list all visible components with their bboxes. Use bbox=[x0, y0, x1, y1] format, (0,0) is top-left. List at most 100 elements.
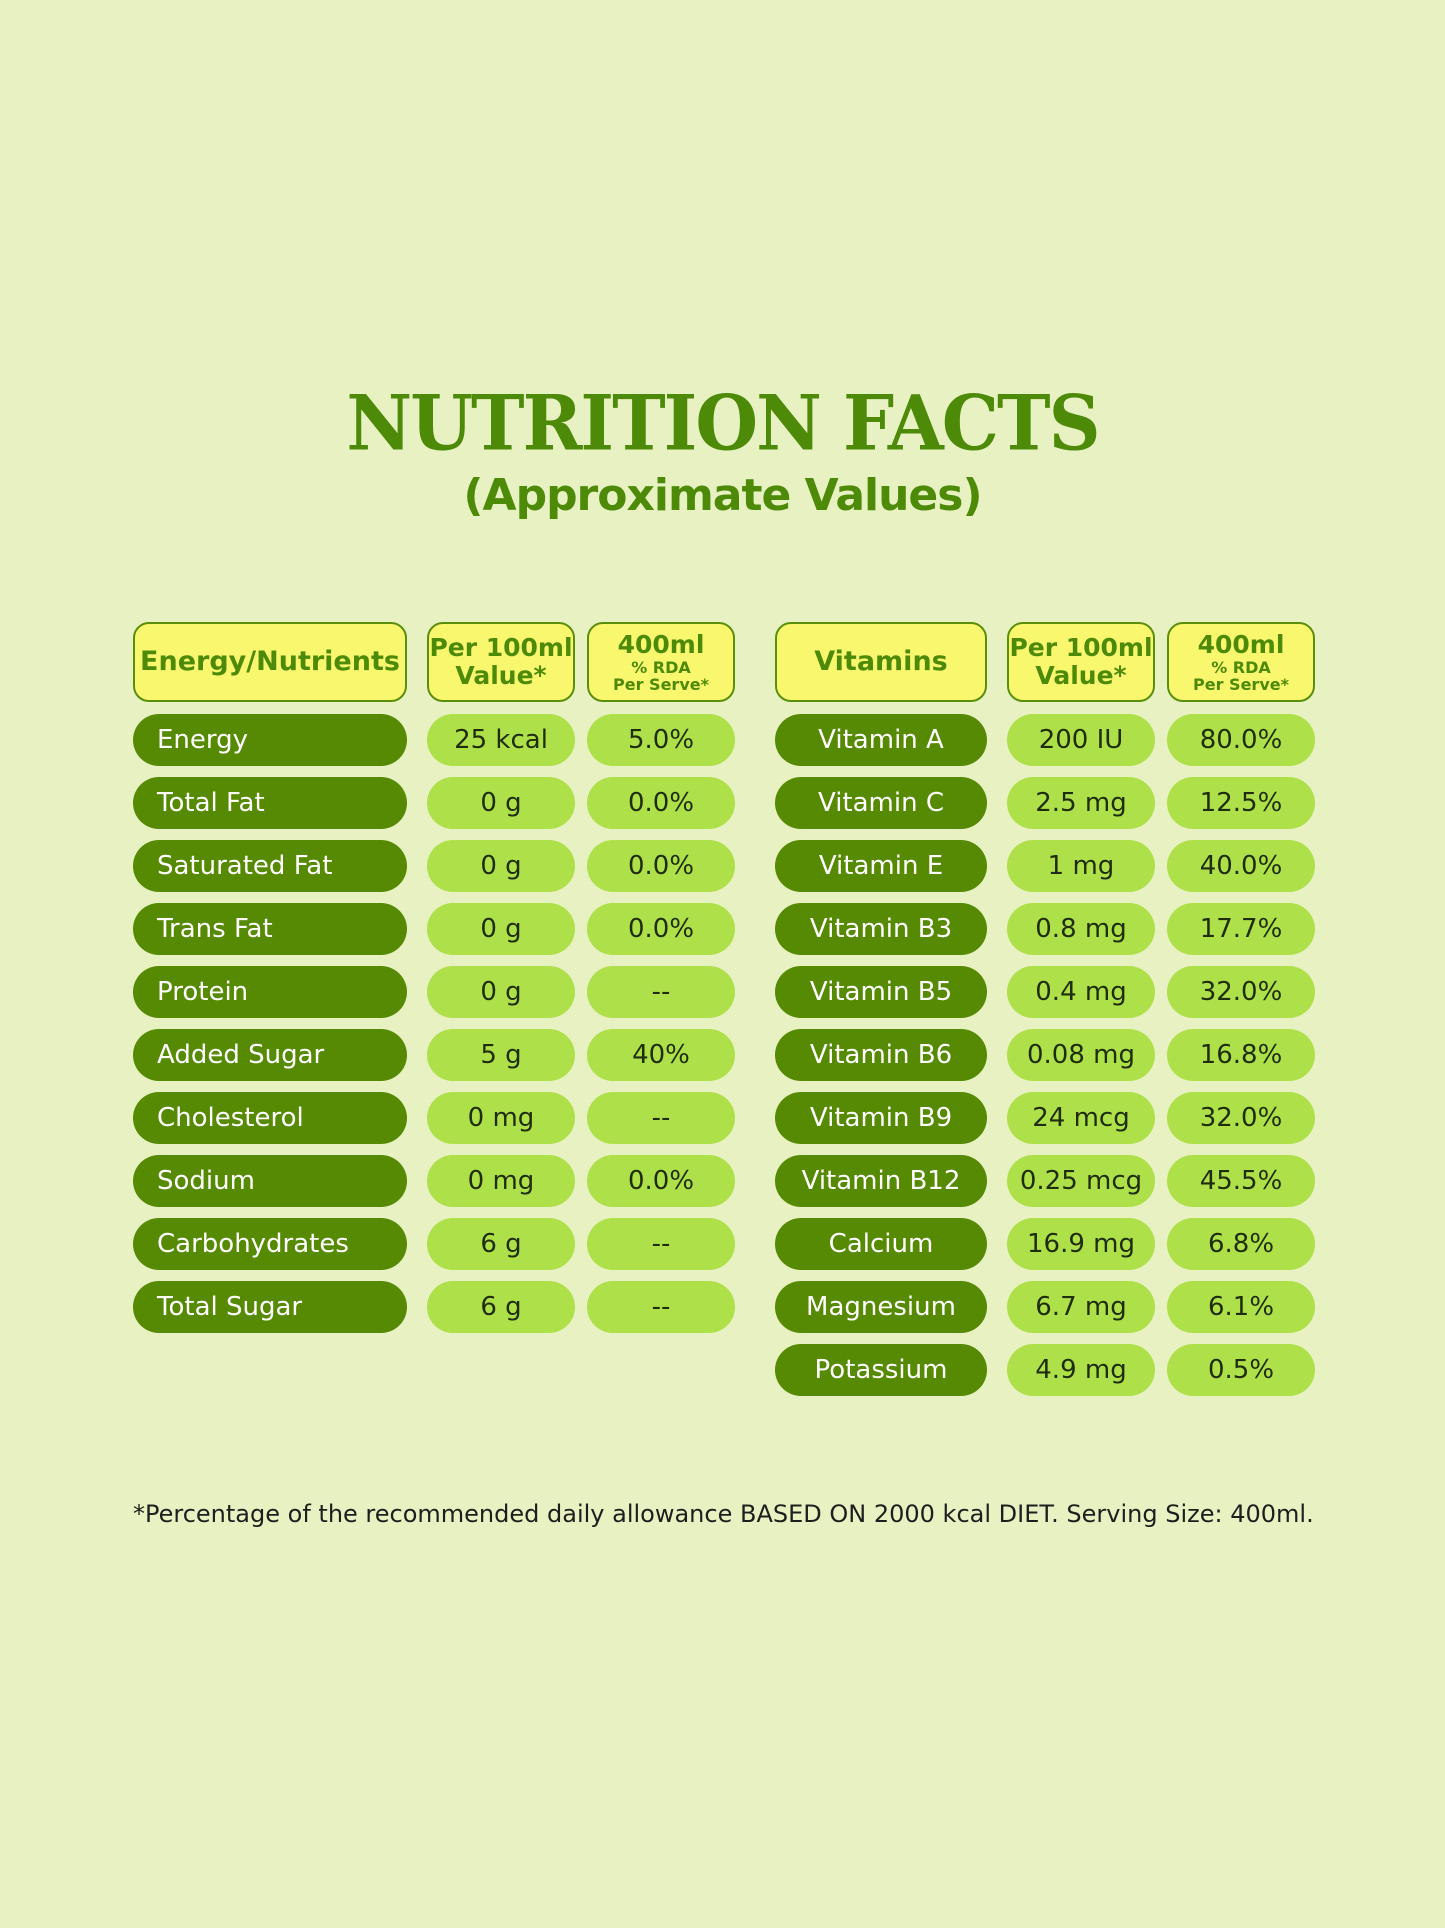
rda-value: 80.0% bbox=[1167, 714, 1315, 766]
table-row: Vitamin A 200 IU 80.0% bbox=[775, 714, 1315, 766]
per-100ml-value: 0 g bbox=[427, 903, 575, 955]
page-title: NUTRITION FACTS bbox=[346, 377, 1100, 468]
header-vitamins: Vitamins bbox=[775, 622, 987, 702]
table-row: Magnesium 6.7 mg 6.1% bbox=[775, 1281, 1315, 1333]
table-row: Total Fat 0 g 0.0% bbox=[133, 777, 735, 829]
nutrient-name: Potassium bbox=[775, 1344, 987, 1396]
rda-value: 0.0% bbox=[587, 840, 735, 892]
header-label: Vitamins bbox=[814, 646, 948, 677]
rda-value: 6.1% bbox=[1167, 1281, 1315, 1333]
rda-value: 0.0% bbox=[587, 903, 735, 955]
per-100ml-value: 0 g bbox=[427, 966, 575, 1018]
rda-value: 5.0% bbox=[587, 714, 735, 766]
per-100ml-value: 5 g bbox=[427, 1029, 575, 1081]
table-row: Trans Fat 0 g 0.0% bbox=[133, 903, 735, 955]
per-100ml-value: 0.08 mg bbox=[1007, 1029, 1155, 1081]
nutrient-name: Vitamin B12 bbox=[775, 1155, 987, 1207]
header-label: 400ml bbox=[617, 630, 705, 659]
rda-value: -- bbox=[587, 1092, 735, 1144]
table-row: Calcium 16.9 mg 6.8% bbox=[775, 1218, 1315, 1270]
nutrient-name: Magnesium bbox=[775, 1281, 987, 1333]
header-label: Value* bbox=[1035, 661, 1127, 690]
table-row: Vitamin E 1 mg 40.0% bbox=[775, 840, 1315, 892]
vitamins-header-row: Vitamins Per 100ml Value* 400ml % RDA Pe… bbox=[775, 622, 1315, 702]
table-row: Protein 0 g -- bbox=[133, 966, 735, 1018]
rda-value: 40% bbox=[587, 1029, 735, 1081]
vitamins-rows: Vitamin A 200 IU 80.0% Vitamin C 2.5 mg 12.5%… bbox=[775, 714, 1315, 1396]
nutrient-name: Total Fat bbox=[133, 777, 407, 829]
per-100ml-value: 16.9 mg bbox=[1007, 1218, 1155, 1270]
rda-value: 32.0% bbox=[1167, 966, 1315, 1018]
per-100ml-value: 24 mcg bbox=[1007, 1092, 1155, 1144]
nutrient-name: Added Sugar bbox=[133, 1029, 407, 1081]
rda-value: 17.7% bbox=[1167, 903, 1315, 955]
rda-value: 0.0% bbox=[587, 777, 735, 829]
header-label: Per 100ml bbox=[1009, 633, 1153, 662]
title-block: NUTRITION FACTS (Approximate Values) bbox=[0, 378, 1445, 524]
per-100ml-value: 0 mg bbox=[427, 1155, 575, 1207]
table-row: Vitamin B12 0.25 mcg 45.5% bbox=[775, 1155, 1315, 1207]
table-row: Saturated Fat 0 g 0.0% bbox=[133, 840, 735, 892]
per-100ml-value: 0 mg bbox=[427, 1092, 575, 1144]
nutrient-name: Trans Fat bbox=[133, 903, 407, 955]
per-100ml-value: 6 g bbox=[427, 1281, 575, 1333]
nutrients-rows: Energy 25 kcal 5.0% Total Fat 0 g 0.0% Saturat… bbox=[133, 714, 735, 1333]
per-100ml-value: 0.4 mg bbox=[1007, 966, 1155, 1018]
rda-value: 6.8% bbox=[1167, 1218, 1315, 1270]
rda-value: -- bbox=[587, 1281, 735, 1333]
nutrient-name: Vitamin A bbox=[775, 714, 987, 766]
per-100ml-value: 0 g bbox=[427, 777, 575, 829]
rda-value: 0.0% bbox=[587, 1155, 735, 1207]
nutrient-name: Vitamin E bbox=[775, 840, 987, 892]
rda-value: 40.0% bbox=[1167, 840, 1315, 892]
table-row: Vitamin B5 0.4 mg 32.0% bbox=[775, 966, 1315, 1018]
per-100ml-value: 6 g bbox=[427, 1218, 575, 1270]
header-label: Per Serve* bbox=[1193, 675, 1289, 694]
nutrient-name: Energy bbox=[133, 714, 407, 766]
table-row: Cholesterol 0 mg -- bbox=[133, 1092, 735, 1144]
nutrient-name: Cholesterol bbox=[133, 1092, 407, 1144]
rda-value: 32.0% bbox=[1167, 1092, 1315, 1144]
header-per-100ml: Per 100ml Value* bbox=[1007, 622, 1155, 702]
nutrient-name: Vitamin C bbox=[775, 777, 987, 829]
per-100ml-value: 0.8 mg bbox=[1007, 903, 1155, 955]
rda-value: 0.5% bbox=[1167, 1344, 1315, 1396]
table-row: Added Sugar 5 g 40% bbox=[133, 1029, 735, 1081]
nutrient-name: Sodium bbox=[133, 1155, 407, 1207]
table-row: Vitamin B9 24 mcg 32.0% bbox=[775, 1092, 1315, 1144]
header-label: 400ml bbox=[1197, 630, 1285, 659]
rda-value: -- bbox=[587, 1218, 735, 1270]
header-label: Value* bbox=[455, 661, 547, 690]
nutrient-name: Vitamin B9 bbox=[775, 1092, 987, 1144]
nutrient-name: Vitamin B6 bbox=[775, 1029, 987, 1081]
table-row: Energy 25 kcal 5.0% bbox=[133, 714, 735, 766]
table-row: Vitamin B3 0.8 mg 17.7% bbox=[775, 903, 1315, 955]
header-label: % RDA bbox=[1211, 658, 1271, 677]
per-100ml-value: 0.25 mcg bbox=[1007, 1155, 1155, 1207]
nutrients-header-row: Energy/Nutrients Per 100ml Value* 400ml … bbox=[133, 622, 735, 702]
per-100ml-value: 4.9 mg bbox=[1007, 1344, 1155, 1396]
header-label: Per 100ml bbox=[429, 633, 573, 662]
nutrients-table: Energy/Nutrients Per 100ml Value* 400ml … bbox=[133, 622, 735, 1344]
per-100ml-value: 2.5 mg bbox=[1007, 777, 1155, 829]
table-row: Total Sugar 6 g -- bbox=[133, 1281, 735, 1333]
header-label: % RDA bbox=[631, 658, 691, 677]
table-row: Sodium 0 mg 0.0% bbox=[133, 1155, 735, 1207]
table-row: Vitamin C 2.5 mg 12.5% bbox=[775, 777, 1315, 829]
nutrient-name: Saturated Fat bbox=[133, 840, 407, 892]
nutrient-name: Total Sugar bbox=[133, 1281, 407, 1333]
vitamins-table: Vitamins Per 100ml Value* 400ml % RDA Pe… bbox=[775, 622, 1315, 1407]
per-100ml-value: 1 mg bbox=[1007, 840, 1155, 892]
rda-value: 16.8% bbox=[1167, 1029, 1315, 1081]
header-label: Energy/Nutrients bbox=[140, 646, 400, 677]
header-per-100ml: Per 100ml Value* bbox=[427, 622, 575, 702]
rda-value: -- bbox=[587, 966, 735, 1018]
rda-value: 12.5% bbox=[1167, 777, 1315, 829]
header-energy-nutrients: Energy/Nutrients bbox=[133, 622, 407, 702]
header-rda: 400ml % RDA Per Serve* bbox=[587, 622, 735, 702]
nutrient-name: Vitamin B5 bbox=[775, 966, 987, 1018]
table-row: Carbohydrates 6 g -- bbox=[133, 1218, 735, 1270]
header-rda: 400ml % RDA Per Serve* bbox=[1167, 622, 1315, 702]
nutrient-name: Vitamin B3 bbox=[775, 903, 987, 955]
rda-value: 45.5% bbox=[1167, 1155, 1315, 1207]
